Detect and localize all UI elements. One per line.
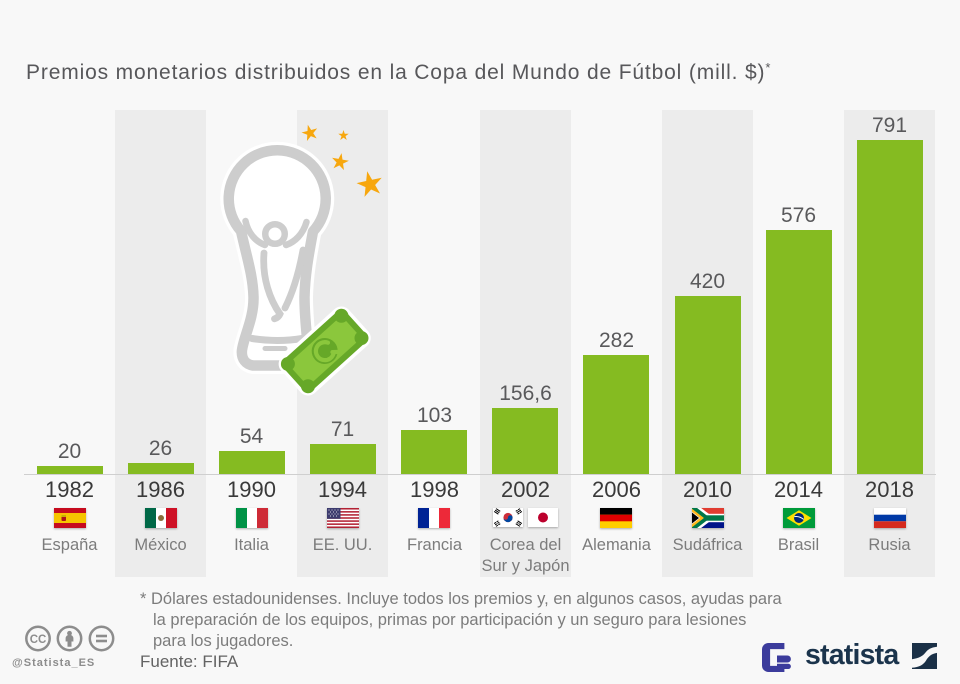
svg-text:CC: CC bbox=[30, 634, 47, 646]
